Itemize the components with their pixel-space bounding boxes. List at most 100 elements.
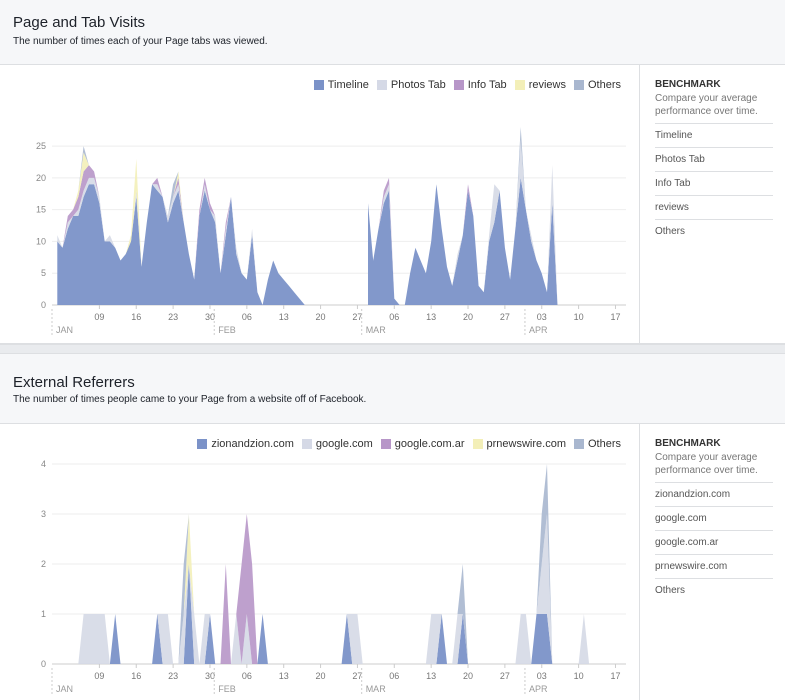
month-label: APR [529,325,548,335]
x-tick-label: 17 [610,671,620,681]
x-tick-label: 06 [242,671,252,681]
legend-swatch [301,439,312,449]
tab-visits-chart-svg: 0 5 10 15 20 25 09 16 23 30 06 13 20 27 06 13 20 27 03 10 17… [36,127,626,337]
x-tick-label: 06 [389,312,399,322]
x-tick-label: 27 [500,671,510,681]
legend-item-reviews[interactable]: reviews [514,79,566,91]
y-tick-label: 3 [41,509,46,519]
legend-item-google-com[interactable]: google.com [301,438,373,450]
x-tick-label: 27 [352,312,362,322]
x-tick-label: 13 [279,671,289,681]
x-tick-label: 30 [205,312,215,322]
benchmark-item-info-tab[interactable]: Info Tab [655,172,773,196]
legend-label: reviews [528,79,566,91]
month-label: JAN [56,684,73,694]
x-tick-label: 20 [316,671,326,681]
x-tick-label: 03 [537,671,547,681]
y-tick-label: 25 [36,141,46,151]
series-area-google-com [52,514,621,664]
x-tick-label: 09 [94,312,104,322]
legend-label: Timeline [327,79,369,91]
x-tick-label: 23 [168,312,178,322]
legend-swatch [313,80,324,90]
benchmark-item-photos-tab[interactable]: Photos Tab [655,148,773,172]
y-tick-label: 1 [41,609,46,619]
month-label: MAR [366,325,387,335]
tab-visits-panel: Timeline Photos Tab Info Tab reviews Others … [0,64,785,344]
series-area-timeline [57,184,353,305]
legend-swatch [573,439,584,449]
section-subtitle: The number of times people came to your … [13,394,367,405]
y-tick-label: 5 [41,268,46,278]
month-label: MAR [366,684,387,694]
month-label: APR [529,684,548,694]
legend-label: Others [587,438,621,450]
x-tick-label: 06 [242,312,252,322]
legend-swatch [573,80,584,90]
legend-item-info-tab[interactable]: Info Tab [453,79,507,91]
legend-item-prnewswire-com[interactable]: prnewswire.com [472,438,566,450]
legend-item-others[interactable]: Others [573,438,621,450]
legend-label: Photos Tab [390,79,446,91]
x-tick-label: 20 [463,671,473,681]
x-tick-label: 13 [426,312,436,322]
series-area-info-tab [57,165,353,305]
legend-label: google.com [315,438,373,450]
legend-swatch [514,80,525,90]
x-tick-label: 03 [537,312,547,322]
section-divider [0,344,785,354]
y-tick-label: 0 [41,659,46,669]
legend-item-google-com-ar[interactable]: google.com.ar [380,438,465,450]
x-tick-label: 10 [574,312,584,322]
benchmark-title: BENCHMARK [655,438,721,449]
benchmark-item-timeline[interactable]: Timeline [655,124,773,148]
benchmark-description: Compare your average performance over ti… [655,92,773,124]
external-referrers-panel: zionandzion.com google.com google.com.ar pr… [0,423,785,700]
chart-legend: zionandzion.com google.com google.com.ar pr… [197,438,621,450]
section-title: Page and Tab Visits [13,14,146,31]
legend-item-photos-tab[interactable]: Photos Tab [376,79,446,91]
legend-item-timeline[interactable]: Timeline [313,79,369,91]
benchmark-item-google[interactable]: google.com [655,507,773,531]
x-tick-label: 20 [316,312,326,322]
benchmark-description: Compare your average performance over ti… [655,451,773,483]
x-tick-label: 27 [352,671,362,681]
x-tick-label: 30 [205,671,215,681]
legend-label: zionandzion.com [211,438,294,450]
chart-legend: Timeline Photos Tab Info Tab reviews Others [313,79,621,91]
y-tick-label: 2 [41,559,46,569]
benchmark-item-others[interactable]: Others [655,226,686,237]
benchmark-item-reviews[interactable]: reviews [655,196,773,220]
y-tick-label: 4 [41,459,46,469]
legend-swatch [380,439,391,449]
benchmark-item-google-ar[interactable]: google.com.ar [655,531,773,555]
x-tick-label: 09 [94,671,104,681]
legend-swatch [453,80,464,90]
x-tick-label: 10 [574,671,584,681]
y-tick-label: 0 [41,300,46,310]
legend-item-others[interactable]: Others [573,79,621,91]
section-header-tab-visits: Page and Tab Visits The number of times … [0,0,785,65]
month-label: FEB [218,325,236,335]
x-tick-label: 16 [131,312,141,322]
legend-swatch [376,80,387,90]
benchmark-item-others[interactable]: Others [655,585,686,596]
legend-label: Info Tab [467,79,507,91]
x-tick-label: 27 [500,312,510,322]
legend-label: Others [587,79,621,91]
x-tick-label: 20 [463,312,473,322]
y-tick-label: 10 [36,236,46,246]
legend-item-zionandzion-com[interactable]: zionandzion.com [197,438,294,450]
y-tick-label: 20 [36,173,46,183]
y-tick-label: 15 [36,205,46,215]
legend-label: prnewswire.com [486,438,566,450]
benchmark-item-zionandzion[interactable]: zionandzion.com [655,483,773,507]
benchmark-panel: BENCHMARK Compare your average performan… [655,438,773,603]
legend-swatch [197,439,208,449]
tab-visits-chart: Timeline Photos Tab Info Tab reviews Others … [0,65,640,343]
month-label: FEB [218,684,236,694]
benchmark-item-prnewswire[interactable]: prnewswire.com [655,555,773,579]
section-title: External Referrers [13,374,135,391]
x-tick-label: 23 [168,671,178,681]
